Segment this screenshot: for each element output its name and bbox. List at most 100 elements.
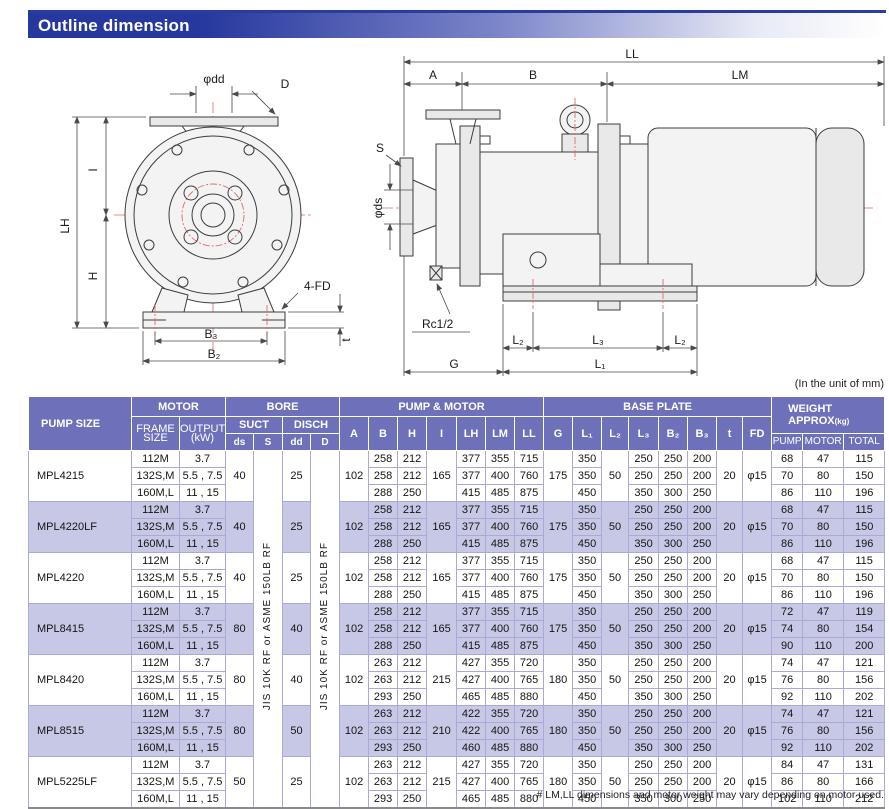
lm-cell: 400: [485, 671, 516, 689]
b-cell: 258: [368, 467, 399, 485]
b2-cell: 250: [658, 450, 689, 468]
weight-pump-cell: 92: [771, 688, 804, 706]
dim-label-i: I: [86, 168, 100, 171]
dim-label-b2: B₂: [208, 347, 221, 361]
discharge-flange: [149, 116, 279, 127]
ll-cell: 760: [514, 467, 545, 485]
lm-cell: 485: [485, 484, 516, 502]
b-cell: 258: [368, 552, 399, 570]
lh-cell: 460: [456, 739, 487, 757]
output-cell: 5.5 , 7.5: [179, 518, 226, 536]
h-cell: 250: [397, 739, 428, 757]
casing-backplate: [459, 125, 481, 287]
casing-cover: [435, 143, 461, 269]
output-cell: 5.5 , 7.5: [179, 722, 226, 740]
table-row: 160M,L 11 , 15 288 250 415 485 875 450 350 300 250…: [29, 586, 886, 604]
t-cell: 20: [716, 654, 744, 706]
weight-total-cell: 156: [843, 671, 886, 689]
weight-pump-cell: 86: [771, 535, 804, 553]
weight-pump-cell: 76: [771, 671, 804, 689]
dim-label-a: A: [429, 68, 437, 82]
weight-motor-cell: 47: [802, 756, 845, 774]
h-cell: 250: [397, 688, 428, 706]
table-row: MPL8515 112M 3.7 80 50 102 263 212 210 422 355 720 1…: [28, 705, 886, 757]
l3-cell: 250: [628, 671, 660, 689]
suct-ds-cell: 40: [225, 501, 254, 553]
lm-cell: 485: [485, 586, 516, 604]
b-cell: 258: [368, 450, 399, 468]
output-cell: 5.5 , 7.5: [179, 671, 226, 689]
fd-cell: φ15: [742, 654, 773, 706]
pump-size-cell: MPL4215: [28, 450, 132, 502]
b3-cell: 200: [687, 756, 718, 774]
ll-cell: 880: [514, 739, 545, 757]
output-cell: 11 , 15: [179, 535, 226, 553]
b-cell: 288: [368, 484, 399, 502]
table-header: PUMP SIZE MOTOR BORE PUMP & MOTOR BASE P…: [28, 396, 886, 451]
a-cell: 102: [339, 756, 370, 809]
h-cell: 250: [397, 790, 428, 809]
l3-cell: 250: [628, 603, 660, 621]
l1-cell: 350: [572, 501, 603, 519]
casing-rim: [133, 135, 293, 295]
header-bore-group: BORE: [224, 396, 341, 417]
weight-total-cell: 150: [843, 467, 886, 485]
b-cell: 258: [368, 603, 399, 621]
weight-motor-cell: 110: [802, 688, 845, 706]
lh-cell: 377: [456, 467, 487, 485]
header-col-i: I: [426, 416, 458, 451]
h-cell: 212: [397, 518, 428, 536]
l1-cell: 350: [572, 467, 603, 485]
b-cell: 293: [368, 688, 399, 706]
weight-pump-cell: 90: [771, 637, 804, 655]
lm-cell: 485: [485, 637, 516, 655]
lh-cell: 377: [456, 552, 487, 570]
ll-cell: 715: [514, 603, 545, 621]
weight-motor-cell: 80: [802, 467, 845, 485]
table-row: 132S,M 5.5 , 7.5 258 212 377 400 760 350 250 250 2…: [29, 569, 886, 587]
weight-total-cell: 115: [843, 501, 886, 519]
t-cell: 20: [716, 705, 744, 757]
b-cell: 288: [368, 535, 399, 553]
pump-size-cell: MPL8420: [28, 654, 132, 706]
output-cell: 3.7: [179, 756, 226, 774]
lm-cell: 355: [485, 603, 516, 621]
header-weight-motor: MOTOR: [802, 433, 845, 451]
t-cell: 20: [716, 552, 744, 604]
output-cell: 3.7: [179, 603, 226, 621]
frame-size-cell: 160M,L: [131, 484, 180, 502]
l1-cell: 350: [572, 450, 603, 468]
i-cell: 165: [426, 450, 458, 502]
ll-cell: 765: [514, 722, 545, 740]
fd-cell: φ15: [742, 501, 773, 553]
weight-pump-cell: 84: [771, 756, 804, 774]
b3-cell: 200: [687, 569, 718, 587]
dim-label-l2-left: L₂: [512, 333, 524, 347]
frame-size-cell: 160M,L: [131, 637, 180, 655]
header-col-b2: B₂: [658, 416, 689, 451]
weight-total-cell: 166: [843, 773, 886, 791]
table-row: MPL4215 112M 3.7 40 JIS 10K RF or ASME 150LB…: [28, 450, 886, 809]
weight-pump-cell: 86: [771, 484, 804, 502]
b2-cell: 250: [658, 722, 689, 740]
dim-label-phi-ds: φds: [371, 198, 385, 218]
disch-dd-cell: 25: [282, 756, 311, 809]
l3-cell: 350: [628, 688, 660, 706]
l3-cell: 250: [628, 501, 660, 519]
output-cell: 5.5 , 7.5: [179, 620, 226, 638]
b-cell: 288: [368, 586, 399, 604]
header-col-ll: LL: [514, 416, 545, 451]
table-row: MPL5225LF 112M 3.7 50 25 102 263 212 215 427 355 72…: [28, 756, 886, 809]
frame-size-cell: 160M,L: [131, 586, 180, 604]
b2-cell: 300: [658, 484, 689, 502]
drain-plug-hatch: [429, 265, 443, 281]
weight-total-cell: 196: [843, 484, 886, 502]
disch-dd-cell: 40: [282, 654, 311, 706]
weight-motor-cell: 47: [802, 501, 845, 519]
table-row: MPL8415 112M 3.7 80 40 102 258 212 165 377 355 715 1…: [28, 603, 886, 655]
l3-cell: 350: [628, 586, 660, 604]
bracket-hole: [529, 251, 547, 269]
weight-total-cell: 115: [843, 450, 886, 468]
output-cell: 3.7: [179, 501, 226, 519]
b2-cell: 250: [658, 620, 689, 638]
